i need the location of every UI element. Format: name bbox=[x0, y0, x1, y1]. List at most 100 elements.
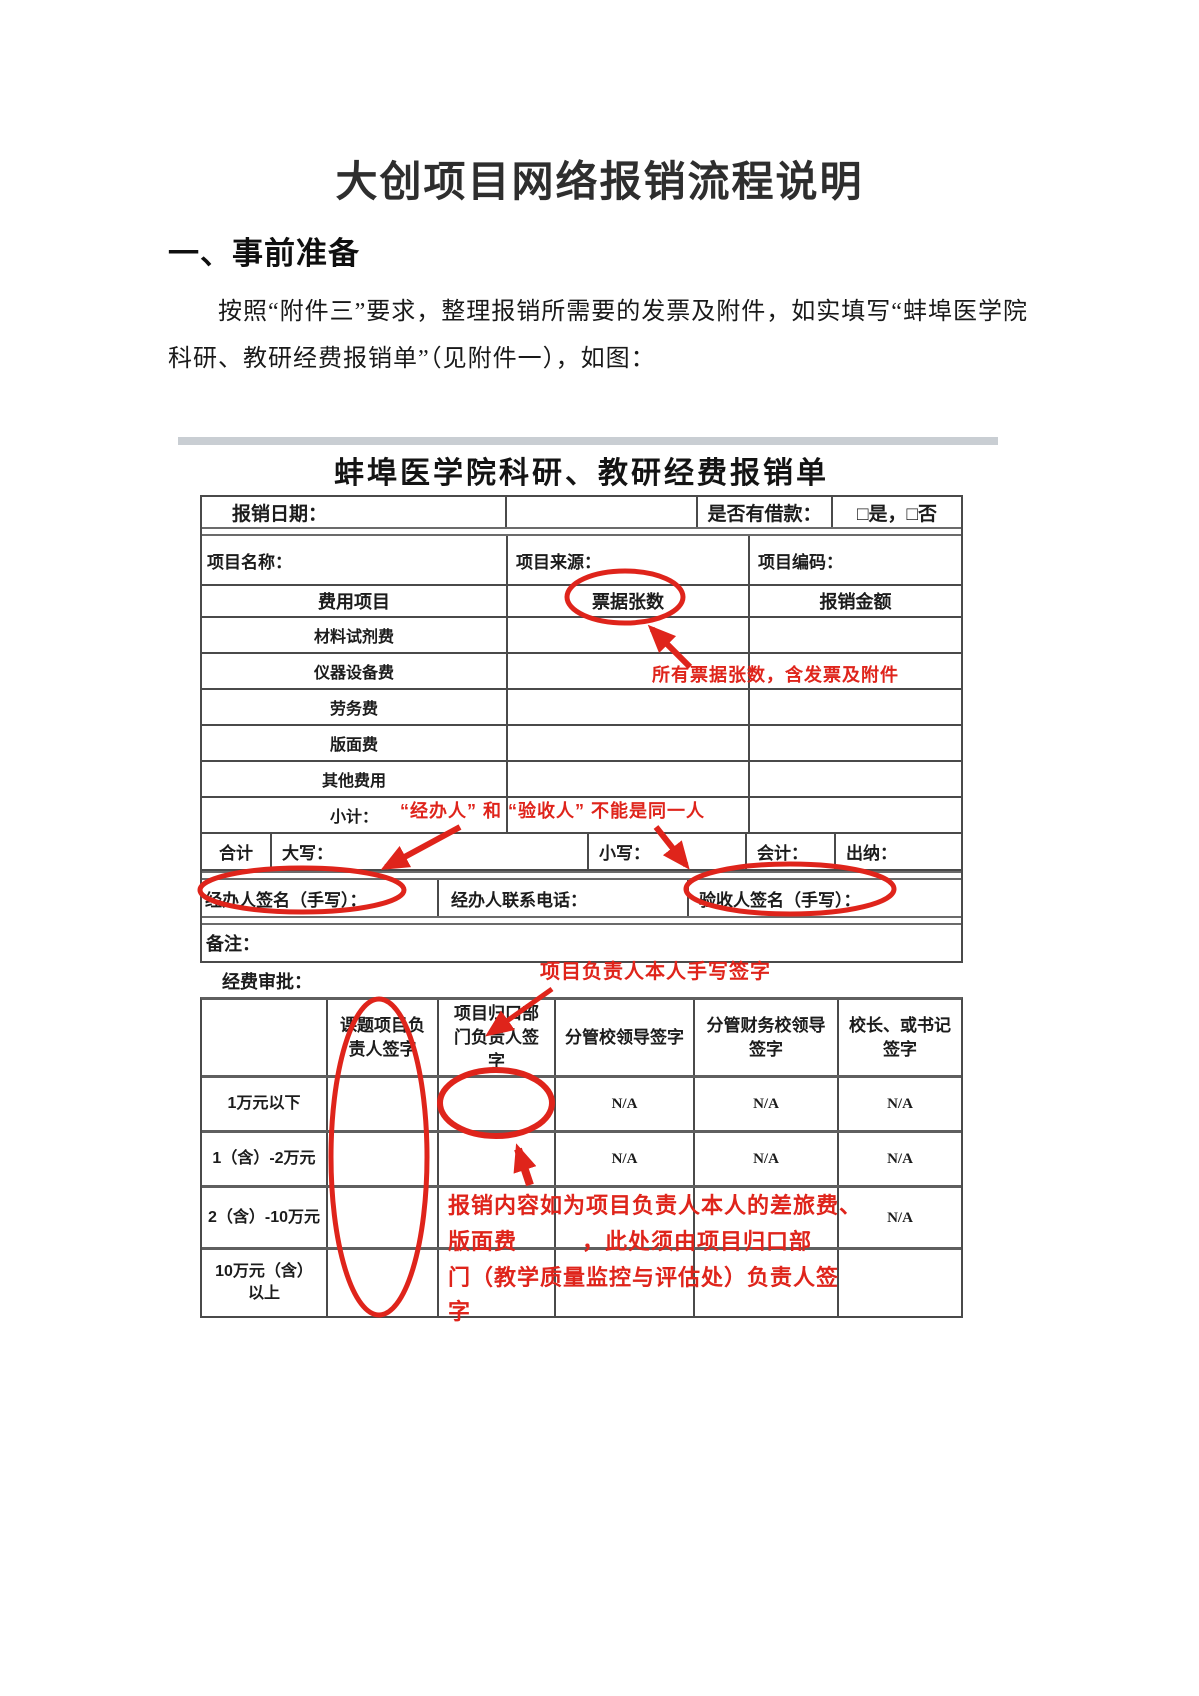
approval-cell bbox=[437, 1250, 554, 1316]
approval-cell: N/A bbox=[554, 1133, 693, 1185]
heavy-divider bbox=[202, 871, 961, 880]
loan-options: □是，□否 bbox=[831, 497, 961, 527]
page-title: 大创项目网络报销流程说明 bbox=[335, 158, 864, 205]
tickets-note: 所有票据张数，含发票及附件 bbox=[652, 665, 899, 685]
tickets-cell bbox=[506, 726, 748, 760]
approval-header-blank bbox=[202, 1000, 326, 1075]
amount-caps-label: 大写： bbox=[270, 834, 587, 869]
tickets-cell bbox=[506, 654, 748, 688]
approval-row-label: 1（含）-2万元 bbox=[212, 1150, 316, 1167]
approval-cell bbox=[554, 1188, 693, 1247]
approval-cell bbox=[326, 1133, 437, 1185]
fee-row-other: 其他费用 bbox=[202, 762, 961, 798]
approval-header-row: 课题项目负责人签字 项目归口部门负责人签字 分管校领导签字 分管财务校领导签字 … bbox=[202, 1000, 961, 1078]
tickets-cell bbox=[506, 690, 748, 724]
approval-cell bbox=[837, 1250, 961, 1316]
approval-cell bbox=[326, 1078, 437, 1130]
amount-cell bbox=[748, 690, 961, 724]
handler-phone-label: 经办人联系电话： bbox=[437, 880, 687, 916]
fee-row-pagecharge: 版面费 bbox=[202, 726, 961, 762]
remark-label: 备注： bbox=[206, 934, 260, 954]
tickets-cell bbox=[506, 798, 748, 832]
project-row: 项目名称： 项目来源： 项目编码： bbox=[202, 536, 961, 586]
approval-row-under-10k: 1万元以下 N/A N/A N/A bbox=[202, 1078, 961, 1133]
expense-header-row: 费用项目 票据张数 报销金额 bbox=[202, 586, 961, 618]
fee-row-materials: 材料试剂费 bbox=[202, 618, 961, 654]
amount-cell bbox=[748, 618, 961, 652]
expense-header-amount: 报销金额 bbox=[748, 586, 961, 616]
fee-row-subtotal: 小计： bbox=[202, 798, 961, 834]
fee-label: 劳务费 bbox=[329, 701, 378, 718]
approval-cell bbox=[437, 1078, 554, 1130]
subtotal-label: 小计： bbox=[329, 809, 378, 826]
cashier-label: 出纳： bbox=[834, 834, 961, 869]
approval-cell bbox=[693, 1250, 837, 1316]
approval-row-over-100k: 10万元（含） 以上 bbox=[202, 1250, 961, 1316]
project-name-label: 项目名称： bbox=[207, 552, 292, 572]
approval-cell: N/A bbox=[837, 1078, 961, 1130]
fee-label: 版面费 bbox=[329, 737, 378, 754]
total-group-label: 合计 bbox=[219, 844, 253, 863]
approval-row-label: 2（含）-10万元 bbox=[207, 1208, 321, 1226]
detail-note-line2a: 版面费 bbox=[448, 1229, 518, 1254]
approval-row-label: 10万元（含） 以上 bbox=[202, 1250, 326, 1316]
approval-header-finance-leader: 分管财务校领导签字 bbox=[693, 1000, 837, 1075]
loan-question-label: 是否有借款： bbox=[696, 497, 831, 527]
form-title: 蚌埠医学院科研、教研经费报销单 bbox=[334, 457, 829, 490]
same-person-note: “经办人” 和 “验收人” 不能是同一人 bbox=[400, 801, 706, 821]
approval-cell bbox=[437, 1133, 554, 1185]
tickets-cell bbox=[506, 618, 748, 652]
fee-label: 其他费用 bbox=[321, 773, 386, 790]
expense-header-item: 费用项目 bbox=[318, 592, 390, 612]
tickets-cell bbox=[506, 762, 748, 796]
signature-row: 经办人签名（手写）： 经办人联系电话： 验收人签名（手写）： bbox=[202, 880, 961, 916]
approval-section-label: 经费审批： bbox=[222, 972, 312, 992]
approval-row-label-line1: 10万元（含） bbox=[215, 1263, 313, 1280]
section-heading: 一、事前准备 bbox=[168, 236, 360, 271]
approval-row-label: 1万元以下 bbox=[227, 1095, 301, 1112]
total-row: 合计 大写： 小写： 会计： 出纳： bbox=[202, 834, 961, 871]
fee-row-labor: 劳务费 bbox=[202, 690, 961, 726]
detail-note-line4: 字 bbox=[448, 1299, 472, 1324]
remark-row: 备注： bbox=[202, 925, 961, 963]
approval-cell: N/A bbox=[837, 1133, 961, 1185]
date-label: 报销日期： bbox=[232, 503, 328, 525]
heavy-divider bbox=[202, 916, 961, 925]
fee-row-equipment: 仪器设备费 bbox=[202, 654, 961, 690]
approval-cell bbox=[554, 1250, 693, 1316]
expense-header-tickets: 票据张数 bbox=[506, 586, 748, 616]
accountant-label: 会计： bbox=[745, 834, 834, 869]
approval-header-school-leader: 分管校领导签字 bbox=[554, 1000, 693, 1075]
amount-cell bbox=[748, 654, 961, 688]
detail-note-line1: 报销内容如为项目负责人本人的差旅费、 bbox=[448, 1193, 863, 1218]
reimbursement-form-screenshot: 蚌埠医学院科研、教研经费报销单 报销日期： 是否有借款： □是，□否 项目名称：… bbox=[178, 437, 998, 1382]
reimbursement-table: 报销日期： 是否有借款： □是，□否 项目名称： 项目来源： 项目编码： 费用项… bbox=[200, 495, 963, 963]
detail-note-line3: 门（教学质量监控与评估处）负责人签 bbox=[448, 1265, 840, 1290]
approval-row-10k-20k: 1（含）-2万元 N/A N/A N/A bbox=[202, 1133, 961, 1188]
approval-cell bbox=[693, 1188, 837, 1247]
approval-header-dept-leader: 项目归口部门负责人签字 bbox=[437, 1000, 554, 1075]
approval-cell bbox=[326, 1188, 437, 1247]
approval-cell: N/A bbox=[837, 1188, 961, 1247]
detail-note-line2b: ，此处须由项目归口部 bbox=[582, 1229, 813, 1254]
project-code-label: 项目编码： bbox=[748, 536, 961, 584]
approval-row-20k-100k: 2（含）-10万元 N/A bbox=[202, 1188, 961, 1250]
fee-label: 仪器设备费 bbox=[313, 665, 394, 682]
amount-cell bbox=[748, 762, 961, 796]
amount-cell bbox=[748, 798, 961, 832]
handler-sign-label: 经办人签名（手写）： bbox=[205, 890, 367, 910]
approval-row-label-line2: 以上 bbox=[247, 1285, 280, 1302]
date-value-cell bbox=[505, 497, 696, 527]
amount-small-label: 小写： bbox=[587, 834, 745, 869]
fee-label: 材料试剂费 bbox=[313, 629, 394, 646]
approval-header-president: 校长、或书记签字 bbox=[837, 1000, 961, 1075]
inspector-sign-label: 验收人签名（手写）： bbox=[687, 880, 961, 916]
approval-header-project-leader: 课题项目负责人签字 bbox=[326, 1000, 437, 1075]
project-source-label: 项目来源： bbox=[506, 536, 748, 584]
date-row: 报销日期： 是否有借款： □是，□否 bbox=[202, 497, 961, 527]
intro-line-1: 按照“附件三”要求，整理报销所需要的发票及附件，如实填写“蚌埠医学院 bbox=[218, 299, 1028, 325]
top-strip bbox=[178, 437, 998, 445]
intro-line-2: 科研、教研经费报销单”（见附件一），如图： bbox=[168, 346, 656, 372]
amount-cell bbox=[748, 726, 961, 760]
